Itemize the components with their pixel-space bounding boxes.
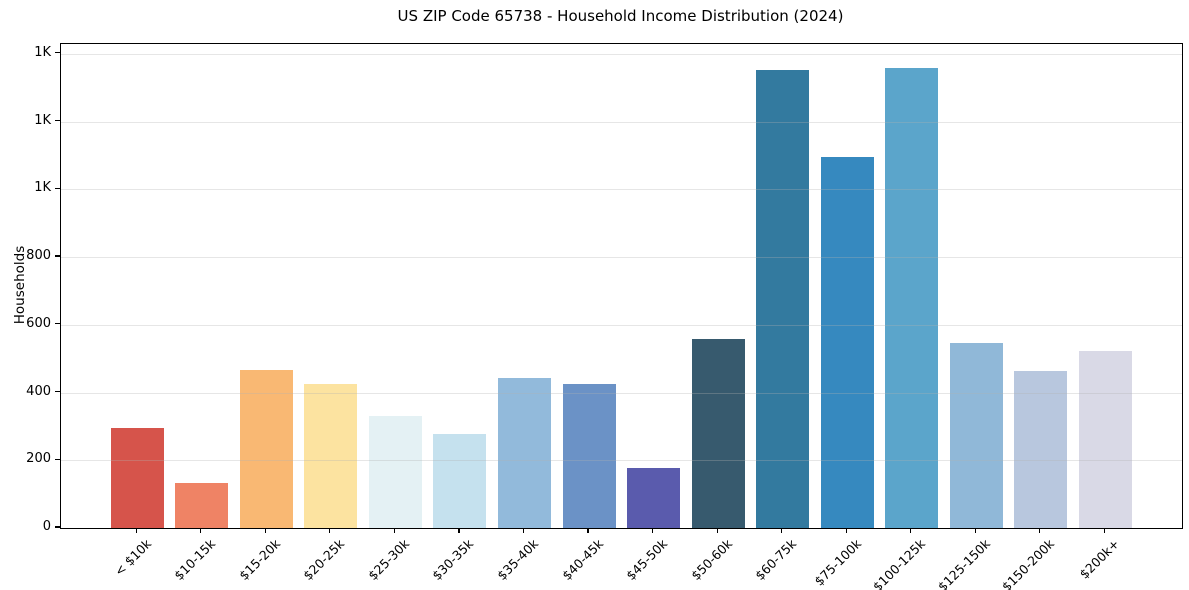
y-tick-mark [55,187,60,189]
y-tick-label: 1K [34,44,51,60]
gridline-600 [61,324,1182,326]
y-tick-label: 1K [34,112,51,128]
x-tick-mark [135,528,137,533]
gridline-800 [61,257,1182,259]
bar-10k [110,427,164,528]
x-tick-label: $60-75k [752,536,800,584]
bar-150-200k [1014,371,1068,528]
x-tick-label: $75-100k [811,536,864,589]
x-tick-mark [329,528,331,533]
y-tick-mark [55,526,60,528]
x-tick-label: $35-40k [494,536,542,584]
x-tick-mark [781,528,783,533]
x-tick-label: $45-50k [623,536,671,584]
gridline-400 [61,392,1182,394]
x-tick-mark [652,528,654,533]
x-tick-mark [910,528,912,533]
bar-45-50k [627,467,681,528]
y-tick-label: 1K [34,180,51,196]
x-tick-mark [264,528,266,533]
gridline-1200 [61,121,1182,123]
x-tick-mark [716,528,718,533]
x-tick-label: $25-30k [364,536,412,584]
y-tick-mark [55,119,60,122]
y-tick-label: 0 [42,519,51,534]
x-tick-label: $10-15k [171,536,219,584]
bar-15-20k [239,370,293,528]
x-tick-label: $40-45k [558,536,606,584]
x-tick-mark [393,528,395,533]
x-tick-label: $150-200k [999,536,1058,590]
x-tick-label: $20-25k [300,536,348,584]
gridline-200 [61,460,1182,462]
bar-75-100k [820,157,874,528]
y-tick-mark [55,390,60,393]
y-tick-label: 600 [26,315,51,331]
bar-10-15k [175,482,229,528]
plot-area [60,43,1183,529]
x-tick-label: $30-35k [429,536,477,584]
bar-100-125k [885,68,939,528]
bar-50-60k [691,338,745,528]
x-tick-mark [522,528,525,533]
y-tick-label: 200 [26,451,51,467]
bar-60-75k [756,70,810,528]
chart-title: US ZIP Code 65738 - Household Income Dis… [397,7,844,25]
y-tick-mark [55,52,60,54]
bar-20-25k [304,383,358,528]
x-tick-label: $50-60k [687,536,735,584]
x-tick-label: $200k+ [1076,536,1123,582]
x-tick-label: < $10k [110,536,154,579]
y-tick-mark [55,458,60,460]
x-tick-mark [974,528,976,533]
bar-35-40k [498,378,551,528]
bar-200k [1078,350,1132,528]
x-tick-mark [1039,528,1041,533]
bar-40-45k [562,384,616,528]
gridline-1000 [61,189,1182,191]
bar-125-150k [949,343,1003,528]
y-tick-mark [55,323,60,325]
y-tick-mark [55,255,60,257]
x-tick-mark [458,528,460,533]
x-tick-label: $100-125k [870,536,929,590]
x-tick-mark [587,528,589,533]
x-tick-mark [845,528,847,533]
x-tick-mark [1103,528,1106,533]
bar-25-30k [368,416,422,528]
x-tick-mark [200,528,202,533]
gridline-1400 [61,53,1182,55]
y-tick-label: 800 [26,248,51,264]
y-tick-label: 400 [26,383,51,399]
bar-30-35k [433,434,487,528]
x-tick-label: $15-20k [235,536,283,584]
x-tick-label: $125-150k [934,536,993,590]
